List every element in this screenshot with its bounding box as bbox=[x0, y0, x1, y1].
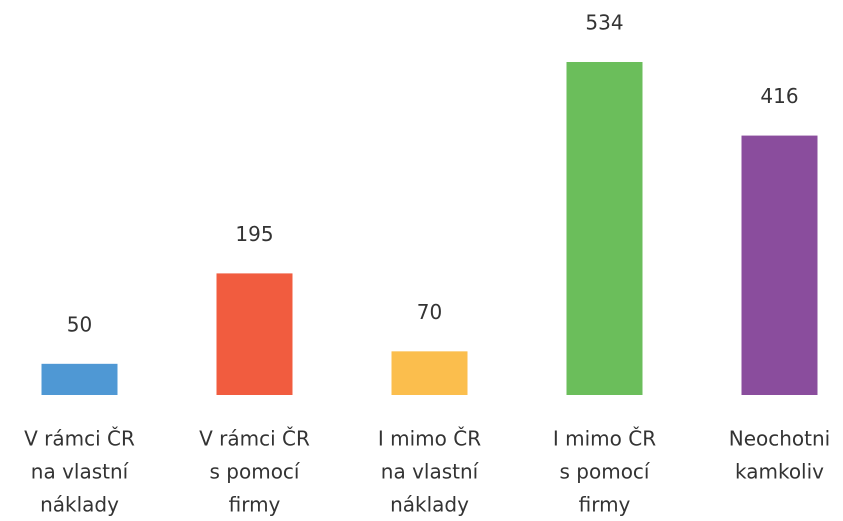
x-tick-label: I mimo ČR bbox=[378, 427, 481, 451]
bar bbox=[391, 351, 468, 395]
value-label: 534 bbox=[585, 11, 623, 35]
x-tick-label: na vlastní bbox=[381, 460, 480, 484]
x-tick-label: V rámci ČR bbox=[199, 427, 310, 451]
value-label: 70 bbox=[417, 300, 442, 324]
x-tick-label: kamkoliv bbox=[735, 460, 824, 484]
x-tick-label: firmy bbox=[229, 493, 281, 517]
bar bbox=[216, 273, 293, 395]
x-tick-label: s pomocí bbox=[210, 460, 301, 484]
x-tick-label: V rámci ČR bbox=[24, 427, 135, 451]
x-tick-label: firmy bbox=[579, 493, 631, 517]
x-tick-label: na vlastní bbox=[31, 460, 130, 484]
value-label: 50 bbox=[67, 312, 92, 336]
x-tick-label: Neochotni bbox=[729, 427, 830, 451]
value-label: 416 bbox=[760, 84, 798, 108]
bar bbox=[566, 62, 643, 395]
x-tick-label: náklady bbox=[40, 493, 119, 517]
bar bbox=[41, 363, 118, 395]
value-label: 195 bbox=[235, 222, 273, 246]
x-tick-label: I mimo ČR bbox=[553, 427, 656, 451]
x-tick-label: s pomocí bbox=[560, 460, 651, 484]
bar bbox=[741, 135, 818, 395]
x-tick-label: náklady bbox=[390, 493, 469, 517]
